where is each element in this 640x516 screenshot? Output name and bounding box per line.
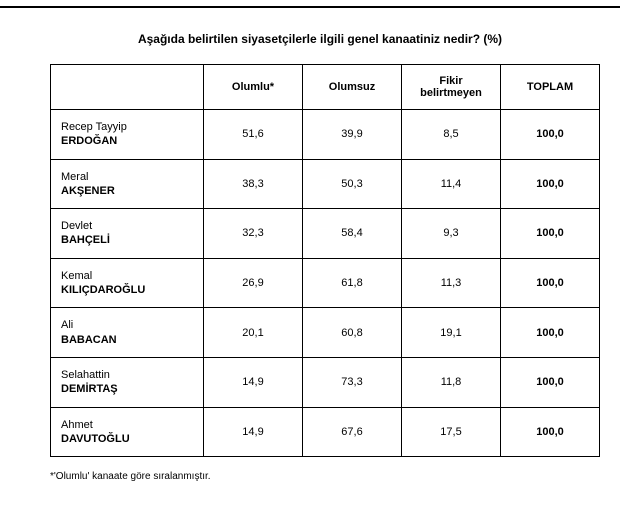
last-name: ERDOĞAN (61, 135, 117, 147)
cell-c3: 8,5 (402, 110, 501, 160)
table-row: Ahmet DAVUTOĞLU 14,967,617,5100,0 (51, 407, 600, 457)
politician-name: Meral AKŞENER (51, 159, 204, 209)
last-name: DAVUTOĞLU (61, 433, 130, 445)
cell-total: 100,0 (501, 308, 600, 358)
table-row: Kemal KILIÇDAROĞLU 26,961,811,3100,0 (51, 258, 600, 308)
survey-table-wrap: Olumlu* Olumsuz Fikir belirtmeyen TOPLAM… (50, 64, 600, 457)
cell-total: 100,0 (501, 258, 600, 308)
politician-name: Kemal KILIÇDAROĞLU (51, 258, 204, 308)
first-name: Ali (61, 319, 73, 331)
cell-c2: 50,3 (303, 159, 402, 209)
table-row: Ali BABACAN 20,160,819,1100,0 (51, 308, 600, 358)
col-fikir: Fikir belirtmeyen (402, 65, 501, 110)
last-name: BAHÇELİ (61, 234, 110, 246)
cell-c2: 61,8 (303, 258, 402, 308)
last-name: DEMİRTAŞ (61, 383, 118, 395)
cell-c2: 67,6 (303, 407, 402, 457)
header-row: Olumlu* Olumsuz Fikir belirtmeyen TOPLAM (51, 65, 600, 110)
cell-total: 100,0 (501, 209, 600, 259)
page-title: Aşağıda belirtilen siyasetçilerle ilgili… (0, 32, 640, 46)
table-row: Recep Tayyip ERDOĞAN 51,639,98,5100,0 (51, 110, 600, 160)
cell-c3: 11,3 (402, 258, 501, 308)
col-name (51, 65, 204, 110)
cell-total: 100,0 (501, 110, 600, 160)
cell-c3: 19,1 (402, 308, 501, 358)
cell-c3: 11,8 (402, 357, 501, 407)
cell-c2: 58,4 (303, 209, 402, 259)
first-name: Meral (61, 171, 89, 183)
col-olumlu: Olumlu* (204, 65, 303, 110)
politician-name: Ali BABACAN (51, 308, 204, 358)
table-body: Recep TayyipERDOĞAN51,639,98,5100,0Meral… (51, 110, 600, 457)
cell-c3: 17,5 (402, 407, 501, 457)
first-name: Selahattin (61, 369, 110, 381)
cell-total: 100,0 (501, 357, 600, 407)
first-name: Devlet (61, 220, 92, 232)
cell-total: 100,0 (501, 159, 600, 209)
last-name: BABACAN (61, 334, 117, 346)
col-toplam: TOPLAM (501, 65, 600, 110)
cell-c2: 39,9 (303, 110, 402, 160)
top-rule (0, 6, 620, 8)
cell-c1: 32,3 (204, 209, 303, 259)
cell-c1: 26,9 (204, 258, 303, 308)
cell-c1: 14,9 (204, 357, 303, 407)
last-name: KILIÇDAROĞLU (61, 284, 145, 296)
cell-c2: 73,3 (303, 357, 402, 407)
cell-c1: 38,3 (204, 159, 303, 209)
table-row: Meral AKŞENER 38,350,311,4100,0 (51, 159, 600, 209)
footnote: *'Olumlu' kanaate göre sıralanmıştır. (50, 471, 640, 482)
cell-total: 100,0 (501, 407, 600, 457)
first-name: Ahmet (61, 419, 93, 431)
survey-table: Olumlu* Olumsuz Fikir belirtmeyen TOPLAM… (50, 64, 600, 457)
cell-c3: 9,3 (402, 209, 501, 259)
politician-name: Ahmet DAVUTOĞLU (51, 407, 204, 457)
cell-c1: 51,6 (204, 110, 303, 160)
col-olumsuz: Olumsuz (303, 65, 402, 110)
table-row: Selahattin DEMİRTAŞ 14,973,311,8100,0 (51, 357, 600, 407)
politician-name: Recep Tayyip ERDOĞAN (51, 110, 204, 160)
first-name: Recep Tayyip (61, 121, 127, 133)
table-row: Devlet BAHÇELİ 32,358,49,3100,0 (51, 209, 600, 259)
last-name: AKŞENER (61, 185, 115, 197)
first-name: Kemal (61, 270, 92, 282)
cell-c3: 11,4 (402, 159, 501, 209)
politician-name: Devlet BAHÇELİ (51, 209, 204, 259)
politician-name: Selahattin DEMİRTAŞ (51, 357, 204, 407)
cell-c1: 20,1 (204, 308, 303, 358)
cell-c1: 14,9 (204, 407, 303, 457)
cell-c2: 60,8 (303, 308, 402, 358)
